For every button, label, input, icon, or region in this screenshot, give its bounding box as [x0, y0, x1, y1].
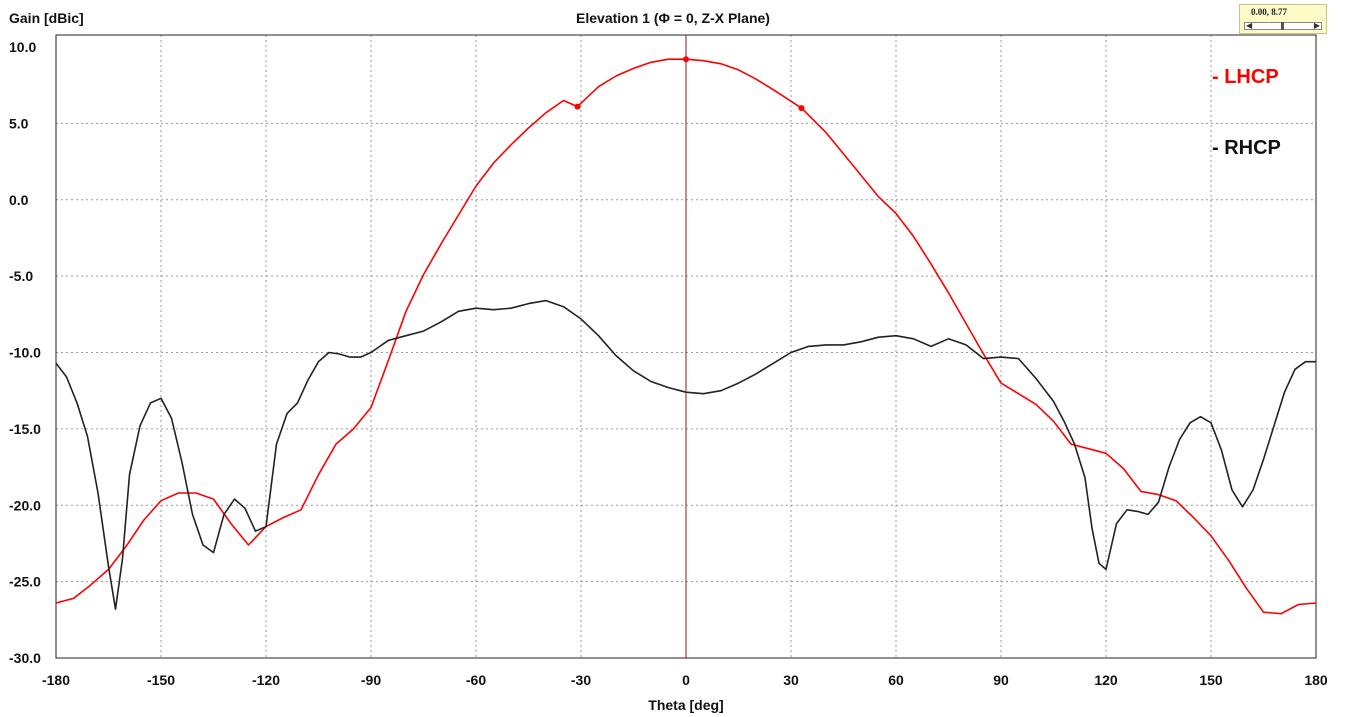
marker-layer [574, 56, 805, 112]
x-tick-label: -30 [571, 672, 591, 688]
series-marker-lhcp[interactable] [574, 103, 581, 110]
y-tick-label: -15.0 [9, 421, 41, 437]
y-tick-label: 0.0 [9, 192, 29, 208]
legend-rhcp: - RHCP [1212, 137, 1281, 159]
x-tick-label: -180 [42, 672, 70, 688]
x-tick-label: 90 [993, 672, 1009, 688]
legend-lhcp: - LHCP [1212, 66, 1279, 88]
chart-title: Elevation 1 (Φ = 0, Z-X Plane) [576, 10, 770, 26]
y-tick-label: -25.0 [9, 574, 41, 590]
x-tick-label: -150 [147, 672, 175, 688]
series-line-lhcp [55, 58, 1317, 615]
y-tick-labels: 10.0 5.0 0.0 -5.0 -10.0 -15.0 -20.0 -25.0 -30.0 [9, 39, 41, 666]
x-tick-label: -120 [252, 672, 280, 688]
slider-left-arrow-icon[interactable]: ◀ [1246, 21, 1253, 30]
x-tick-label: 180 [1304, 672, 1328, 688]
y-tick-label: -20.0 [9, 497, 41, 513]
x-axis-label: Theta [deg] [648, 697, 723, 713]
cursor-readout[interactable]: 0.00, 8.77 ◀ ▶ [1239, 4, 1327, 34]
cursor-readout-value: 0.00, 8.77 [1251, 7, 1287, 17]
readout-slider[interactable]: ◀ ▶ [1244, 21, 1322, 30]
slider-thumb[interactable] [1281, 22, 1284, 30]
y-tick-label: -10.0 [9, 345, 41, 361]
series-marker-lhcp[interactable] [683, 56, 689, 63]
slider-right-arrow-icon[interactable]: ▶ [1313, 21, 1320, 30]
series-layer [55, 58, 1317, 615]
x-tick-label: -60 [466, 672, 486, 688]
y-axis-label: Gain [dBic] [9, 10, 84, 26]
x-tick-label: 0 [682, 672, 690, 688]
x-tick-label: 60 [888, 672, 904, 688]
x-tick-label: 30 [783, 672, 799, 688]
x-tick-label: 120 [1094, 672, 1118, 688]
y-tick-label: -5.0 [9, 268, 33, 284]
series-marker-lhcp[interactable] [798, 105, 805, 112]
x-tick-label: -90 [361, 672, 381, 688]
y-tick-label: -30.0 [9, 650, 41, 666]
series-line-rhcp [55, 299, 1316, 610]
y-tick-label: 5.0 [9, 115, 29, 131]
x-tick-labels: -180 -150 -120 -90 -60 -30 0 30 60 90 120 150 180 [42, 672, 1328, 688]
x-tick-label: 150 [1199, 672, 1223, 688]
y-tick-label: 10.0 [9, 39, 36, 55]
